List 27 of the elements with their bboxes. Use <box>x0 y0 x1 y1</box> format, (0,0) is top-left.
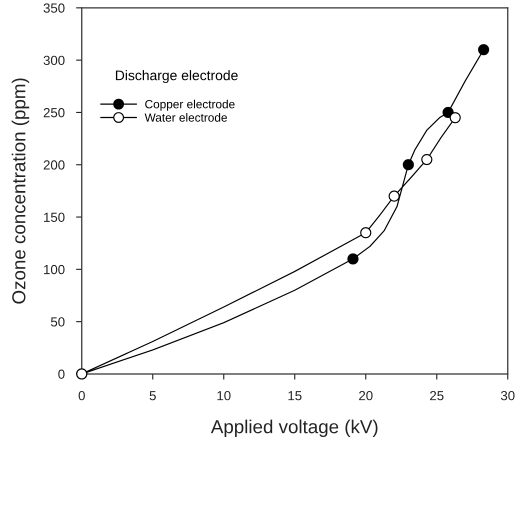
y-tick-label: 200 <box>44 160 65 170</box>
legend-label: Water electrode <box>144 113 227 122</box>
x-tick-label: 10 <box>217 390 231 400</box>
x-tick-label: 5 <box>150 391 156 400</box>
x-tick-label: 15 <box>288 391 302 400</box>
point <box>388 190 400 202</box>
y-tick-label: 250 <box>44 108 65 118</box>
y-tick-label: 0 <box>58 370 65 379</box>
legend-label: Copper electrode <box>145 100 235 111</box>
point <box>402 159 414 170</box>
point <box>478 44 490 56</box>
y-tick-label: 100 <box>44 264 65 274</box>
point <box>421 154 432 166</box>
point <box>450 112 461 124</box>
y-tick-label: 350 <box>44 3 65 13</box>
x-tick-label: 30 <box>500 390 515 400</box>
x-tick-label: 20 <box>359 390 373 400</box>
point <box>360 227 372 238</box>
y-tick-label: 150 <box>44 212 65 222</box>
x-tick-label: 25 <box>430 390 444 400</box>
x-axis-title: Applied voltage (kV) <box>210 420 378 438</box>
x-tick-label: 0 <box>78 390 85 400</box>
legend-title: Discharge electrode <box>116 70 238 84</box>
y-tick-label: 50 <box>50 317 65 327</box>
point <box>347 253 359 264</box>
y-axis-title: Ozone concentration (ppm) <box>12 78 30 304</box>
y-tick-label: 300 <box>44 56 65 66</box>
